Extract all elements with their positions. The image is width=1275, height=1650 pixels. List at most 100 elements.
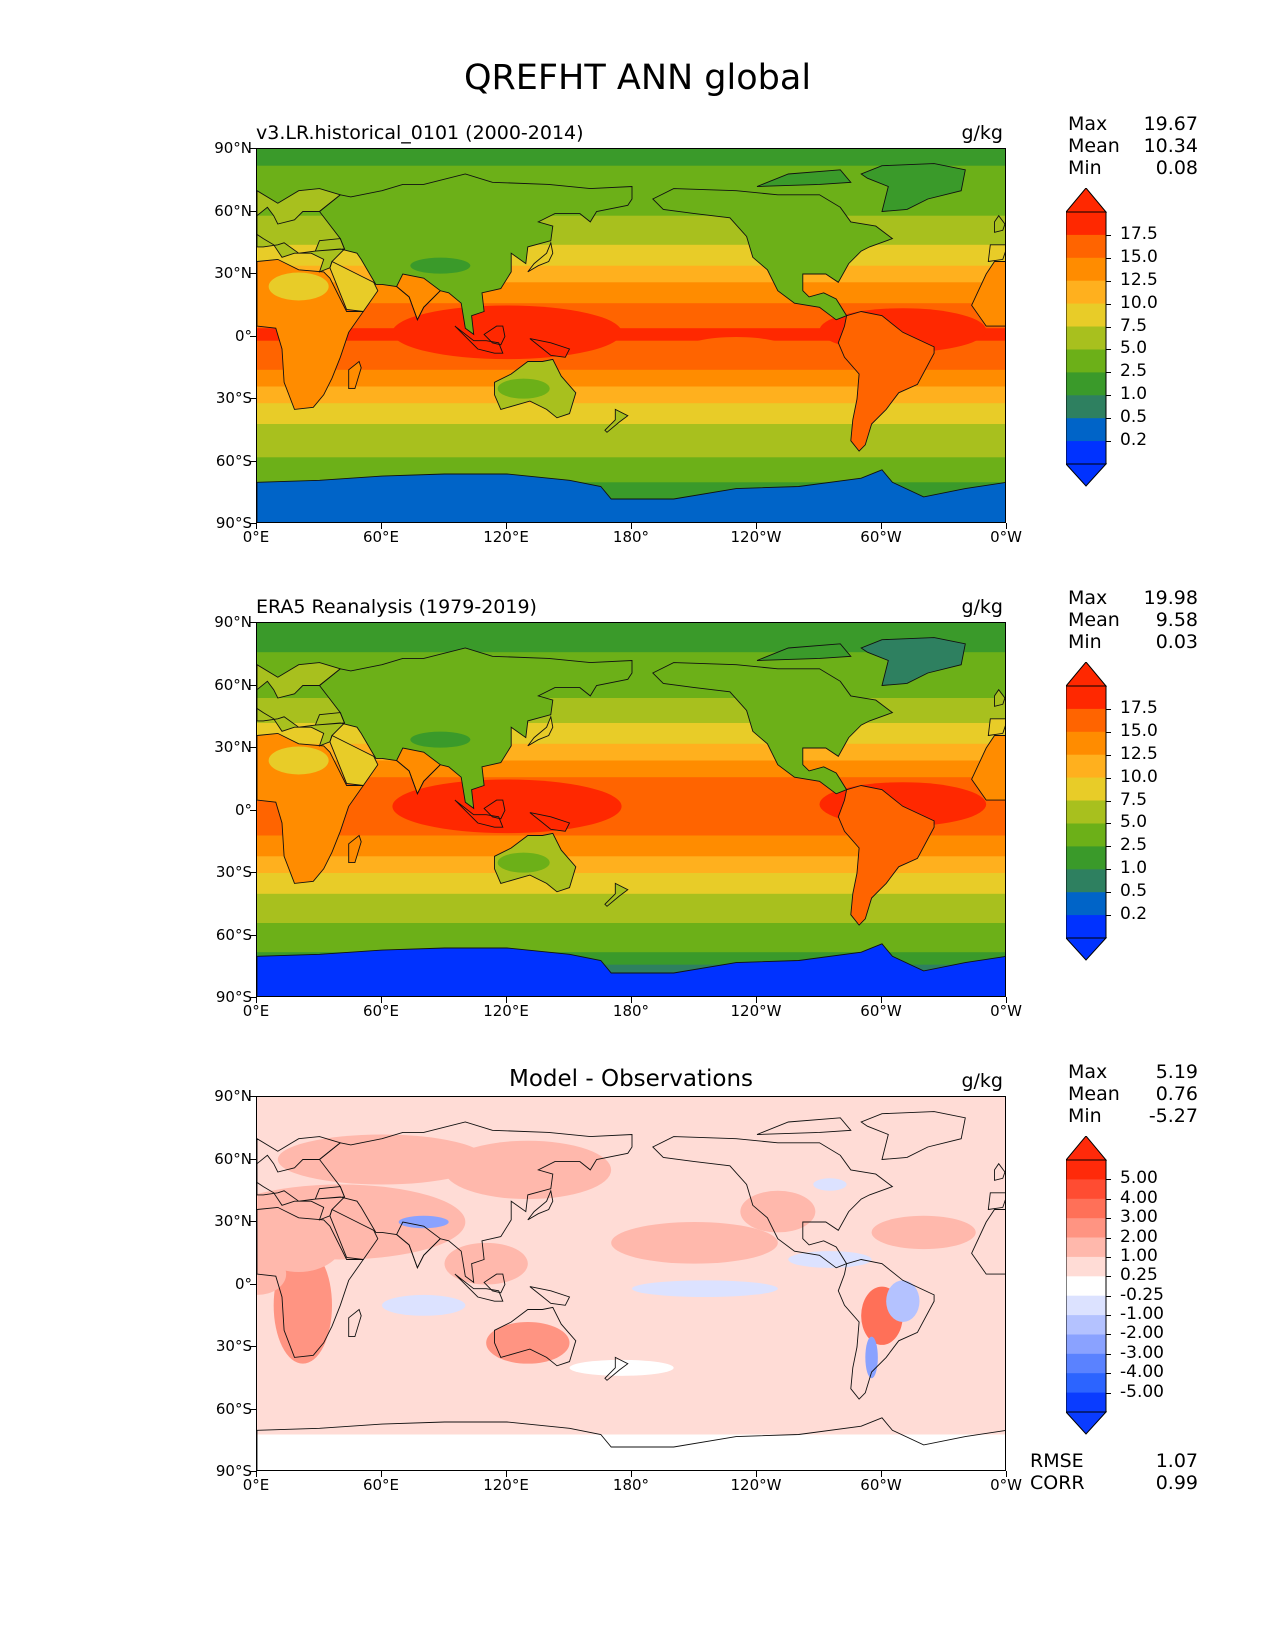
colorbar-tick-label: 17.5	[1120, 697, 1158, 718]
lon-tick-label: 60°E	[362, 528, 400, 546]
coastline-antarctica	[257, 1417, 1005, 1470]
colorbar-swatch	[1066, 303, 1106, 327]
zonal-band	[257, 856, 1005, 862]
zonal-band	[257, 764, 1005, 770]
colorbar-tick-label: 2.00	[1120, 1226, 1158, 1247]
colorbar-tick-label: 2.5	[1120, 835, 1148, 856]
colorbar-tick-label: 7.5	[1120, 315, 1148, 336]
stat-label-mean: Mean	[1068, 609, 1120, 631]
zonal-band	[257, 948, 1005, 953]
zonal-band	[257, 927, 1005, 932]
land-uk	[994, 689, 1005, 707]
coastline-europe	[257, 188, 346, 273]
warm-pool	[392, 305, 622, 360]
zonal-band	[257, 203, 1005, 208]
land-borneo	[484, 800, 505, 819]
zonal-band	[257, 831, 1005, 837]
zonal-band	[257, 643, 1005, 649]
lat-tick-mark	[250, 747, 256, 749]
colorbar-extend-top	[1066, 1136, 1108, 1161]
zonal-band	[257, 756, 1005, 762]
land-canadaIslands	[757, 169, 851, 187]
positive-anomaly	[257, 1253, 287, 1295]
zonal-band	[257, 693, 1005, 699]
zonal-band	[257, 631, 1005, 637]
zonal-band	[257, 893, 1005, 899]
lat-tick-label: 30°N	[214, 738, 252, 756]
coastline-greenland	[860, 637, 966, 687]
colorbar-swatch	[1066, 1198, 1106, 1219]
zonal-band	[257, 207, 1005, 213]
land-asia	[315, 648, 632, 809]
coastline-borneo	[483, 325, 506, 346]
map-model	[256, 148, 1006, 523]
colorbar-tick	[1106, 800, 1111, 802]
stats-box: Max 19.67 Mean 10.34 Min 0.08	[1068, 113, 1198, 179]
zonal-band	[257, 311, 1005, 317]
zonal-band	[257, 182, 1005, 188]
zonal-band	[257, 211, 1005, 217]
zonal-band	[257, 149, 1005, 154]
stats-box: Max 5.19 Mean 0.76 Min -5.27	[1068, 1061, 1198, 1127]
coastline-japan	[527, 241, 554, 273]
zonal-band	[257, 457, 1005, 463]
zonal-band	[257, 968, 1005, 974]
zonal-band	[257, 269, 1005, 275]
zonal-band	[257, 219, 1005, 225]
negative-anomaly	[398, 1215, 449, 1229]
colorbar-swatch	[1066, 280, 1106, 305]
zonal-band	[257, 390, 1005, 396]
coastline-japan	[527, 1189, 554, 1221]
land-asia	[315, 174, 632, 335]
land-nz	[604, 883, 628, 907]
lon-tick-mark	[506, 1471, 508, 1477]
lat-tick-label: 60°N	[214, 201, 252, 220]
zonal-band	[257, 823, 1005, 828]
colorbar-frame	[1066, 1159, 1107, 1413]
metric-label-rmse: RMSE	[1030, 1450, 1084, 1472]
metric-label-corr: CORR	[1030, 1472, 1085, 1494]
colorbar-tick	[1106, 257, 1111, 259]
colorbar-tick	[1106, 777, 1111, 779]
lat-tick-label: 30°S	[215, 1337, 252, 1355]
coastline-europe	[257, 1136, 346, 1221]
stat-label-min: Min	[1068, 157, 1102, 179]
colorbar-swatch	[1066, 212, 1106, 236]
panel-observations: ERA5 Reanalysis (1979-2019) g/kg Max 19.9…	[0, 587, 1275, 1066]
positive-anomaly	[273, 1247, 332, 1364]
colorbar-tick-label: 4.00	[1120, 1187, 1158, 1208]
negative-anomaly	[886, 1280, 920, 1322]
coastline-uk	[994, 214, 1005, 233]
coastline-png	[529, 1286, 571, 1306]
land-antarctica	[257, 943, 1005, 996]
zonal-band	[257, 369, 1005, 375]
zonal-band	[257, 428, 1005, 433]
panel-units: g/kg	[961, 596, 1003, 618]
land-borneo	[484, 326, 505, 345]
colorbar-frame	[1066, 685, 1107, 939]
zonal-band	[257, 286, 1005, 292]
zonal-band	[257, 698, 1005, 703]
lon-tick-mark	[256, 1471, 258, 1477]
colorbar-swatch	[1066, 257, 1106, 282]
zonal-band	[257, 735, 1005, 741]
zonal-band	[257, 161, 1005, 167]
coastline-india	[396, 1221, 441, 1269]
colorbar-tick	[1106, 869, 1111, 871]
land-antarctica	[257, 469, 1005, 522]
land-westAfricaBulge	[971, 261, 1005, 327]
positive-anomaly	[740, 1190, 816, 1233]
zonal-band	[257, 731, 1005, 737]
colorbar-tick-label: 12.5	[1120, 269, 1158, 290]
colorbar-tick	[1106, 303, 1111, 305]
zonal-band	[257, 906, 1005, 912]
colorbar-tick-label: 1.0	[1120, 858, 1148, 879]
colorbar-extend-bottom	[1066, 937, 1108, 961]
zonal-band	[257, 374, 1005, 379]
zonal-band	[257, 382, 1005, 388]
colorbar-swatch	[1066, 754, 1106, 779]
lat-tick-mark	[250, 1158, 256, 1160]
zonal-band	[257, 902, 1005, 907]
colorbar-swatch	[1066, 418, 1106, 442]
coastline-australia	[494, 1306, 577, 1367]
